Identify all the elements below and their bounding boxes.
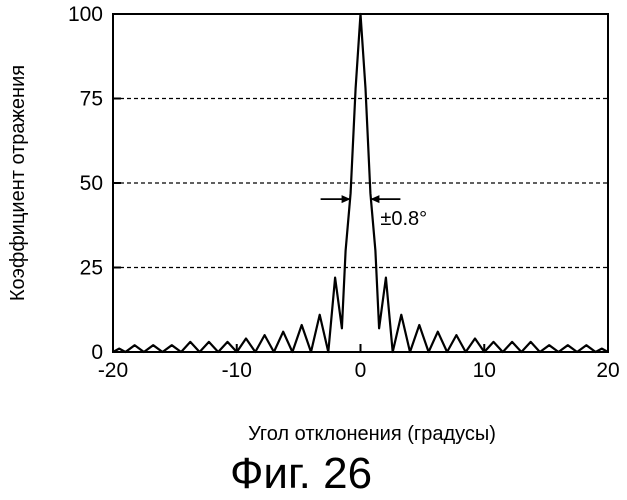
y-tick-label: 0	[91, 341, 103, 364]
x-tick-label: 20	[596, 359, 619, 382]
y-tick-label: 75	[80, 88, 103, 111]
y-tick-label: 50	[80, 172, 103, 195]
annotation-label: ±0.8°	[380, 208, 427, 230]
x-tick-label: 10	[473, 359, 496, 382]
y-tick-label: 100	[68, 3, 103, 26]
x-tick-label: 0	[355, 359, 367, 382]
x-tick-labels: -20-1001020	[98, 359, 620, 382]
y-tick-labels: 0 25 50 75 100	[68, 3, 103, 364]
grid-lines	[113, 99, 608, 268]
figure-caption: Фиг. 26	[230, 449, 372, 498]
x-tick-label: -10	[222, 359, 252, 382]
y-axis-title: Коэффициент отражения	[7, 65, 29, 301]
x-axis-title: Угол отклонения (градусы)	[248, 423, 496, 445]
y-tick-label: 25	[80, 257, 103, 280]
